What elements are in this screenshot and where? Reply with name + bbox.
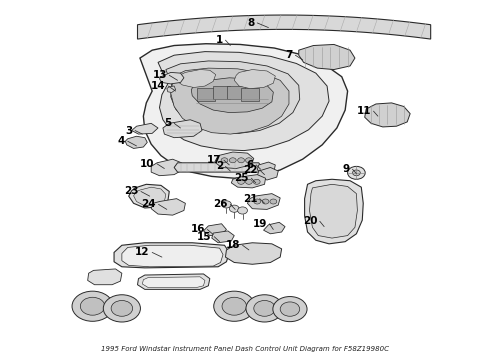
Polygon shape [247, 194, 280, 210]
Circle shape [280, 302, 300, 316]
Text: 8: 8 [247, 18, 255, 28]
Circle shape [262, 199, 269, 204]
Polygon shape [213, 86, 230, 99]
Polygon shape [227, 86, 245, 99]
Polygon shape [163, 120, 202, 138]
Text: 22: 22 [243, 165, 257, 175]
Circle shape [80, 297, 105, 315]
Text: 2: 2 [216, 161, 223, 171]
Text: 13: 13 [152, 70, 167, 80]
Circle shape [111, 301, 133, 316]
Circle shape [246, 295, 283, 322]
Polygon shape [166, 61, 300, 134]
Circle shape [103, 295, 141, 322]
Polygon shape [231, 175, 266, 188]
Polygon shape [299, 44, 355, 69]
Text: 12: 12 [135, 247, 150, 257]
Text: 19: 19 [253, 219, 267, 229]
Polygon shape [138, 274, 210, 289]
Circle shape [222, 297, 246, 315]
Circle shape [352, 170, 360, 176]
Polygon shape [125, 136, 147, 148]
Circle shape [245, 158, 252, 163]
Polygon shape [234, 69, 275, 89]
Polygon shape [140, 44, 347, 178]
Polygon shape [191, 78, 273, 113]
Polygon shape [365, 103, 410, 127]
Polygon shape [310, 184, 357, 238]
Circle shape [221, 201, 231, 208]
Polygon shape [257, 167, 278, 180]
Polygon shape [129, 184, 169, 208]
Circle shape [273, 297, 307, 321]
Circle shape [72, 291, 113, 321]
Text: 1995 Ford Windstar Instrument Panel Dash Control Unit Diagram for F58Z19980C: 1995 Ford Windstar Instrument Panel Dash… [101, 346, 389, 352]
Polygon shape [264, 222, 285, 234]
Circle shape [254, 199, 261, 204]
Text: 4: 4 [118, 136, 125, 146]
Text: 15: 15 [197, 232, 212, 242]
Polygon shape [143, 277, 205, 288]
Circle shape [253, 179, 260, 184]
Circle shape [238, 158, 245, 163]
Text: 23: 23 [124, 186, 139, 197]
Polygon shape [151, 159, 182, 176]
Polygon shape [175, 69, 216, 87]
Circle shape [254, 301, 275, 316]
Polygon shape [174, 163, 262, 172]
Text: 26: 26 [214, 199, 228, 210]
Text: 14: 14 [151, 81, 166, 91]
Polygon shape [167, 86, 175, 93]
Text: 6: 6 [246, 160, 254, 170]
Circle shape [238, 179, 245, 184]
Polygon shape [171, 68, 289, 134]
Polygon shape [138, 15, 431, 39]
Polygon shape [203, 224, 226, 235]
Polygon shape [114, 243, 229, 268]
Text: 1: 1 [216, 35, 223, 45]
Text: 20: 20 [303, 216, 318, 226]
Circle shape [229, 158, 236, 163]
Polygon shape [225, 243, 282, 264]
Text: 5: 5 [165, 118, 172, 128]
Circle shape [245, 179, 252, 184]
Text: 24: 24 [142, 199, 156, 210]
Polygon shape [241, 88, 259, 101]
Circle shape [270, 199, 277, 204]
Text: 25: 25 [234, 173, 249, 183]
Text: 16: 16 [191, 225, 205, 234]
Polygon shape [134, 187, 166, 206]
Polygon shape [159, 72, 184, 84]
Polygon shape [305, 179, 363, 244]
Text: 10: 10 [140, 159, 155, 169]
Polygon shape [215, 152, 254, 168]
Polygon shape [197, 88, 215, 101]
Polygon shape [212, 231, 234, 243]
Text: 3: 3 [125, 126, 133, 135]
Circle shape [238, 207, 247, 214]
Text: 18: 18 [225, 240, 240, 250]
Polygon shape [88, 269, 122, 285]
Polygon shape [132, 123, 158, 134]
Circle shape [221, 158, 228, 163]
Text: 17: 17 [207, 155, 221, 165]
Text: 7: 7 [286, 50, 293, 60]
Circle shape [214, 291, 255, 321]
Circle shape [229, 205, 239, 212]
Polygon shape [257, 162, 275, 173]
Circle shape [347, 166, 365, 179]
Polygon shape [158, 51, 329, 150]
Polygon shape [122, 245, 223, 267]
Text: 9: 9 [343, 164, 350, 174]
Polygon shape [151, 199, 185, 215]
Text: 21: 21 [243, 194, 257, 204]
Text: 11: 11 [357, 106, 371, 116]
